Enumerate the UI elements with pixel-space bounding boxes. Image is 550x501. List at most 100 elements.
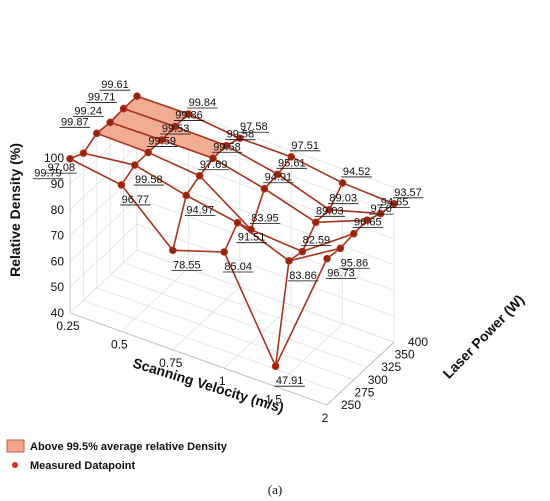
floor-gridline <box>172 286 241 351</box>
mesh-line <box>172 194 187 252</box>
mesh-line <box>276 173 331 211</box>
mesh-line <box>174 125 228 147</box>
data-label: 99.53 <box>162 123 190 135</box>
mesh-line <box>341 182 395 205</box>
mesh-line <box>185 174 201 197</box>
data-point <box>171 122 179 131</box>
data-point <box>233 218 242 227</box>
data-point <box>222 141 231 150</box>
mesh-line <box>198 174 252 231</box>
mesh-line <box>250 228 304 253</box>
data-label: 97.69 <box>200 159 228 171</box>
tick-labels: 40 50 60 70 80 90 100 0.25 0.5 0.75 1 1.5 2 250275300… <box>44 151 428 425</box>
data-point <box>195 171 204 180</box>
mesh-line <box>172 249 225 253</box>
data-label: 99.71 <box>88 92 116 104</box>
data-label: 78.55 <box>173 259 201 271</box>
data-point <box>273 170 282 179</box>
mesh-line <box>82 152 136 166</box>
mesh-line <box>236 221 290 262</box>
back-wall-gridline <box>136 146 395 240</box>
data-label: 82.59 <box>303 235 331 247</box>
back-wall-gridline <box>136 223 395 317</box>
back-wall-gridline <box>136 172 395 265</box>
floor-gridline <box>110 274 368 368</box>
y-tick-label: 325 <box>381 360 401 374</box>
data-point <box>271 362 280 370</box>
mesh-line <box>136 95 190 115</box>
data-label: 97.51 <box>291 140 319 152</box>
mesh-line <box>274 260 290 367</box>
mesh-line <box>122 107 176 128</box>
data-label: 96.65 <box>354 217 382 229</box>
y-tick-label: 250 <box>341 398 361 412</box>
data-label: 97.0 <box>370 203 391 215</box>
mesh-line <box>239 137 293 158</box>
mesh-line <box>109 121 163 141</box>
data-point <box>182 191 191 200</box>
data-label: 94.52 <box>343 166 371 178</box>
data-label: 96.73 <box>327 268 355 280</box>
data-point <box>133 92 141 101</box>
mesh-line <box>288 247 342 262</box>
data-labels: 99.79 96.77 78.55 85.04 47.91 96.73 97.08 99.58… <box>32 79 424 387</box>
x-tick-label: 1 <box>219 374 226 388</box>
mesh-line <box>290 156 344 184</box>
data-label: 99.58 <box>213 141 241 153</box>
data-label: 97.58 <box>240 121 268 133</box>
mesh-line <box>274 257 328 367</box>
x-tick-label: 1.5 <box>265 393 282 407</box>
mesh-line <box>187 113 241 140</box>
mesh-line <box>225 144 279 176</box>
x-axis-label: Scanning Velocity (m/s) <box>131 355 286 416</box>
data-point <box>144 148 153 157</box>
data-label: 91.51 <box>238 232 266 244</box>
data-point <box>376 209 385 218</box>
floor-gridline <box>123 262 381 355</box>
y-tick-label: 400 <box>408 335 428 349</box>
z-tick-label: 70 <box>51 229 65 243</box>
axis-edge <box>326 341 395 406</box>
data-point <box>169 246 177 255</box>
mesh-line <box>301 232 355 253</box>
data-label: 89.03 <box>316 205 344 217</box>
data-point <box>106 118 114 127</box>
mesh-line <box>250 187 266 231</box>
data-label: 83.95 <box>251 213 279 225</box>
y-tick-label: 300 <box>368 373 388 387</box>
data-label: 47.91 <box>276 375 304 387</box>
data-point <box>79 149 88 157</box>
data-point <box>184 110 193 118</box>
mesh-line <box>96 132 149 154</box>
data-label: 99.86 <box>175 110 203 122</box>
x-tick-label: 0.25 <box>56 319 80 333</box>
y-axis-label: Laser Power (W) <box>440 292 528 382</box>
floor-gridline <box>223 304 292 369</box>
data-label: 83.86 <box>289 270 317 282</box>
side-wall-gridline <box>69 198 138 262</box>
mesh-line <box>147 151 201 177</box>
mesh-line <box>223 251 277 367</box>
x-tick-label: 0.5 <box>111 337 128 351</box>
data-point <box>220 248 229 256</box>
axis-edge <box>69 312 328 406</box>
data-point <box>117 181 126 189</box>
data-point <box>119 104 128 113</box>
floor-gridline <box>275 323 343 387</box>
data-label: 94.97 <box>186 204 214 216</box>
floor-gridline <box>83 300 341 393</box>
mesh-line <box>82 132 98 154</box>
mesh-line <box>120 184 174 252</box>
z-tick-label: 60 <box>51 254 65 268</box>
data-point <box>325 205 334 214</box>
mesh-line <box>160 139 214 160</box>
data-point <box>363 216 372 224</box>
data-point <box>323 254 331 263</box>
legend-point-label: Measured Datapoint <box>30 460 135 472</box>
mesh-line <box>120 164 136 186</box>
data-points <box>66 92 398 370</box>
data-label: 97.08 <box>48 162 76 174</box>
data-point <box>66 154 74 163</box>
z-tick-label: 90 <box>51 177 65 191</box>
